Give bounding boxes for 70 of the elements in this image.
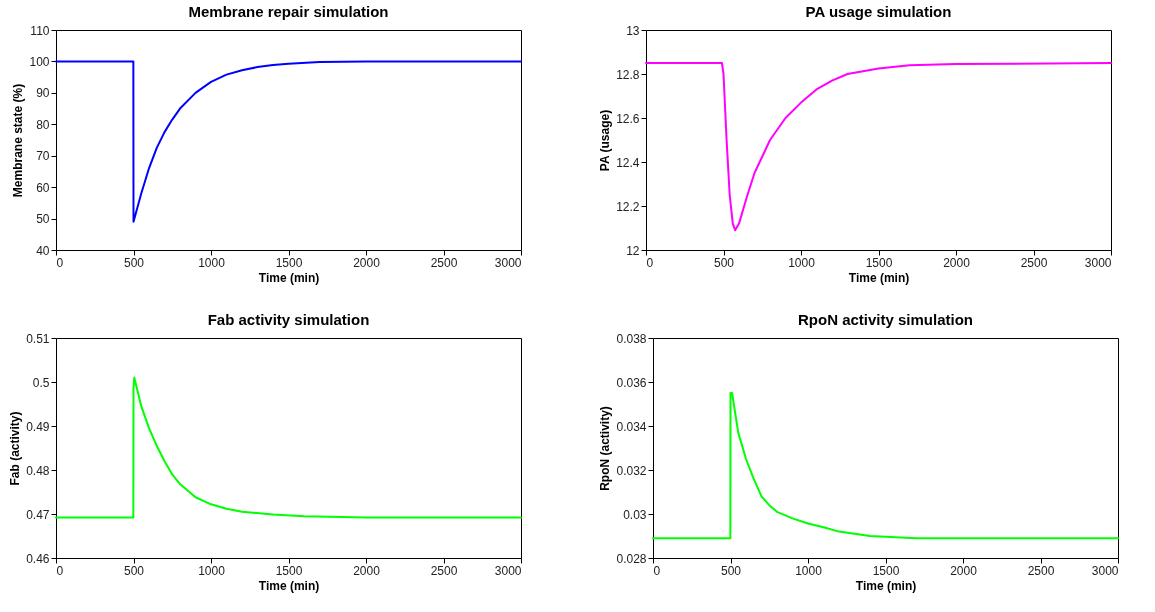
y-tick-label: 0.48	[26, 463, 50, 478]
y-tick-label: 0.5	[32, 375, 50, 390]
chart-title: PA usage simulation	[805, 3, 952, 20]
y-tick-label: 100	[29, 54, 50, 69]
y-tick-label: 60	[36, 180, 50, 195]
x-axis-title: Time (min)	[258, 270, 320, 285]
x-tick-label: 500	[713, 255, 735, 270]
x-tick-label: 1500	[865, 255, 893, 270]
y-tick-label: 0.47	[26, 507, 50, 522]
y-tick-label: 0.03	[623, 507, 647, 522]
y-tick-label: 13	[626, 23, 640, 38]
x-axis-title: Time (min)	[258, 578, 320, 593]
x-tick-label: 0	[646, 255, 654, 270]
x-tick-label: 500	[123, 563, 145, 578]
y-tick-label: 0.036	[616, 375, 647, 390]
x-tick-label: 2000	[353, 255, 381, 270]
y-tick-label: 0.49	[26, 419, 50, 434]
x-tick-label: 3000	[1084, 255, 1112, 270]
x-tick-label: 1500	[275, 563, 303, 578]
y-axis-title: PA (usage)	[598, 109, 613, 172]
x-tick-label: 2500	[1027, 563, 1055, 578]
x-tick-label: 1000	[788, 255, 816, 270]
x-axis-title: Time (min)	[855, 578, 917, 593]
y-tick-label: 0.034	[616, 419, 647, 434]
y-tick-label: 12.6	[616, 111, 640, 126]
x-tick-label: 0	[56, 255, 64, 270]
x-tick-label: 1000	[198, 255, 226, 270]
x-tick-label: 2500	[1020, 255, 1048, 270]
x-tick-label: 2000	[943, 255, 971, 270]
y-tick-label: 12.4	[616, 155, 640, 170]
y-tick-label: 0.032	[616, 463, 647, 478]
x-tick-label: 3000	[1091, 563, 1119, 578]
line-series	[645, 62, 1112, 232]
x-tick-label: 2000	[950, 563, 978, 578]
chart-title: Membrane repair simulation	[188, 3, 389, 20]
line-series	[652, 392, 1119, 540]
y-tick-label: 12.2	[616, 199, 640, 214]
y-axis-title: Membrane state (%)	[11, 83, 26, 198]
x-tick-label: 1000	[198, 563, 226, 578]
chart-title: RpoN activity simulation	[797, 311, 974, 328]
x-tick-label: 2500	[430, 255, 458, 270]
x-tick-label: 0	[56, 563, 64, 578]
y-tick-label: 0.028	[616, 551, 647, 566]
y-tick-label: 0.038	[616, 331, 647, 346]
y-axis-title: Fab (activity)	[8, 411, 23, 486]
y-tick-label: 110	[30, 23, 50, 38]
y-tick-label: 90	[36, 86, 50, 101]
y-tick-label: 0.46	[26, 551, 50, 566]
x-tick-label: 0	[653, 563, 661, 578]
line-series	[55, 60, 522, 223]
y-tick-label: 12	[626, 243, 640, 258]
chart-title: Fab activity simulation	[207, 311, 370, 328]
x-tick-label: 3000	[494, 255, 522, 270]
y-axis-title: RpoN (activity)	[598, 406, 613, 491]
y-tick-label: 70	[36, 149, 50, 164]
x-tick-label: 2500	[430, 563, 458, 578]
x-tick-label: 3000	[494, 563, 522, 578]
x-tick-label: 1500	[872, 563, 900, 578]
y-tick-label: 40	[36, 243, 50, 258]
y-tick-label: 80	[36, 117, 50, 132]
x-tick-label: 500	[720, 563, 742, 578]
x-tick-label: 2000	[353, 563, 381, 578]
y-tick-label: 50	[36, 212, 50, 227]
x-tick-label: 1500	[275, 255, 303, 270]
x-tick-label: 500	[123, 255, 145, 270]
x-axis-title: Time (min)	[848, 270, 910, 285]
line-series	[55, 376, 522, 519]
y-tick-label: 12.8	[616, 67, 640, 82]
x-tick-label: 1000	[795, 563, 823, 578]
y-tick-label: 0.51	[26, 331, 50, 346]
